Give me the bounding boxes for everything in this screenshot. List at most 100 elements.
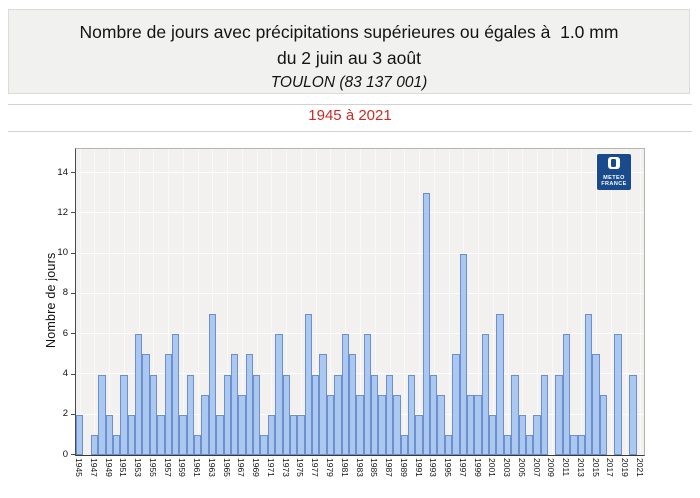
x-tick-label: 2009 bbox=[546, 458, 557, 477]
gridline-v bbox=[360, 149, 361, 455]
bar-1977 bbox=[312, 374, 320, 455]
bar-1992 bbox=[422, 193, 431, 455]
y-tick-label: 10 bbox=[57, 247, 68, 259]
gridline-v bbox=[212, 149, 214, 455]
x-tick-label: 1997 bbox=[457, 458, 468, 477]
bar-2013 bbox=[577, 434, 585, 455]
x-tick-label: 1965 bbox=[221, 458, 232, 477]
x-tick-label: 1953 bbox=[133, 458, 144, 477]
gridline-v bbox=[478, 149, 480, 455]
bar-1963 bbox=[208, 314, 217, 455]
plot-area bbox=[75, 148, 645, 456]
bar-1971 bbox=[267, 414, 276, 455]
gridline-v bbox=[109, 149, 111, 455]
bar-1945 bbox=[76, 414, 84, 455]
gridline-v bbox=[153, 149, 155, 455]
bar-1990 bbox=[407, 374, 416, 455]
x-tick-label: 2003 bbox=[502, 458, 513, 477]
gridline-v bbox=[581, 149, 583, 455]
x-tick-label: 1983 bbox=[354, 458, 365, 477]
bar-1997 bbox=[459, 253, 467, 455]
x-tick-label: 1981 bbox=[339, 458, 350, 477]
bar-1981 bbox=[341, 334, 349, 455]
bar-1974 bbox=[289, 414, 298, 455]
bar-1983 bbox=[356, 394, 364, 455]
y-tick-label: 4 bbox=[62, 368, 68, 379]
gridline-v bbox=[315, 149, 317, 455]
x-tick-label: 1977 bbox=[310, 458, 321, 477]
x-tick-label: 1967 bbox=[236, 458, 247, 477]
station-name: TOULON (83 137 001) bbox=[270, 74, 428, 91]
gridline-v bbox=[433, 149, 435, 455]
bar-2004 bbox=[511, 374, 519, 455]
gridline-v bbox=[448, 149, 450, 455]
x-tick-label: 1991 bbox=[413, 458, 424, 477]
bar-1956 bbox=[157, 414, 165, 455]
gridline-v bbox=[404, 149, 406, 455]
x-tick-label: 1957 bbox=[162, 458, 173, 477]
bar-1991 bbox=[415, 414, 423, 455]
gridline-v bbox=[492, 149, 494, 455]
gridline-v bbox=[522, 149, 524, 455]
bar-2006 bbox=[525, 434, 534, 455]
bar-1968 bbox=[245, 354, 254, 455]
bar-1953 bbox=[135, 334, 143, 455]
x-tick-label: 1973 bbox=[280, 458, 291, 477]
x-tick-label: 1945 bbox=[74, 458, 85, 477]
logo-glyph-bar bbox=[611, 159, 616, 167]
bar-1999 bbox=[474, 394, 482, 455]
bar-1980 bbox=[334, 374, 342, 455]
gridline-v bbox=[537, 149, 539, 455]
x-tick-label: 2005 bbox=[516, 458, 527, 477]
bar-1951 bbox=[120, 374, 128, 455]
meteo-france-icon bbox=[608, 157, 620, 169]
bar-1961 bbox=[194, 434, 202, 455]
gridline-v bbox=[168, 149, 170, 455]
x-tick-label: 2007 bbox=[531, 458, 542, 477]
bar-1952 bbox=[127, 414, 135, 455]
bar-2002 bbox=[496, 314, 504, 455]
bar-1958 bbox=[171, 334, 180, 455]
x-tick-label: 1951 bbox=[118, 458, 129, 477]
bar-2000 bbox=[481, 334, 490, 455]
x-tick-label: 1989 bbox=[398, 458, 409, 477]
y-tick-mark bbox=[71, 413, 75, 415]
x-tick-label: 2021 bbox=[634, 458, 645, 477]
bar-1957 bbox=[164, 354, 172, 455]
gridline-v bbox=[419, 149, 420, 455]
gridline-v bbox=[286, 149, 288, 455]
gridline-v bbox=[182, 149, 184, 455]
bar-1989 bbox=[400, 434, 408, 455]
x-tick-label: 1975 bbox=[295, 458, 306, 477]
x-tick-label: 2011 bbox=[561, 458, 572, 477]
bar-1987 bbox=[385, 374, 394, 455]
bar-1986 bbox=[378, 394, 386, 455]
bar-1998 bbox=[466, 394, 475, 455]
x-tick-label: 1955 bbox=[147, 458, 158, 477]
y-tick-label: 8 bbox=[62, 287, 68, 299]
x-tick-label: 1995 bbox=[443, 458, 454, 477]
bar-1960 bbox=[186, 374, 195, 455]
x-tick-label: 1999 bbox=[472, 458, 483, 477]
y-tick-mark bbox=[71, 252, 75, 254]
title-line-2: du 2 juin au 3 août bbox=[276, 48, 421, 68]
bar-1985 bbox=[371, 374, 379, 455]
gridline-v bbox=[566, 149, 568, 455]
y-tick-mark bbox=[71, 454, 75, 455]
gridline-v bbox=[227, 149, 229, 455]
x-tick-label: 1963 bbox=[206, 458, 217, 477]
x-tick-label: 2013 bbox=[575, 458, 586, 477]
gridline-v bbox=[374, 149, 376, 455]
gridline-v bbox=[300, 149, 302, 455]
logo-text-line2: FRANCE bbox=[601, 181, 627, 187]
gridline-v bbox=[138, 149, 140, 455]
bar-2020 bbox=[629, 374, 637, 455]
gridline-v bbox=[241, 149, 243, 455]
gridline-v bbox=[507, 149, 509, 455]
bar-1988 bbox=[393, 394, 401, 455]
bar-1994 bbox=[437, 394, 445, 455]
x-tick-label: 2017 bbox=[605, 458, 616, 477]
gridline-v bbox=[389, 149, 391, 455]
title-line-1: Nombre de jours avec précipitations supé… bbox=[79, 22, 619, 42]
